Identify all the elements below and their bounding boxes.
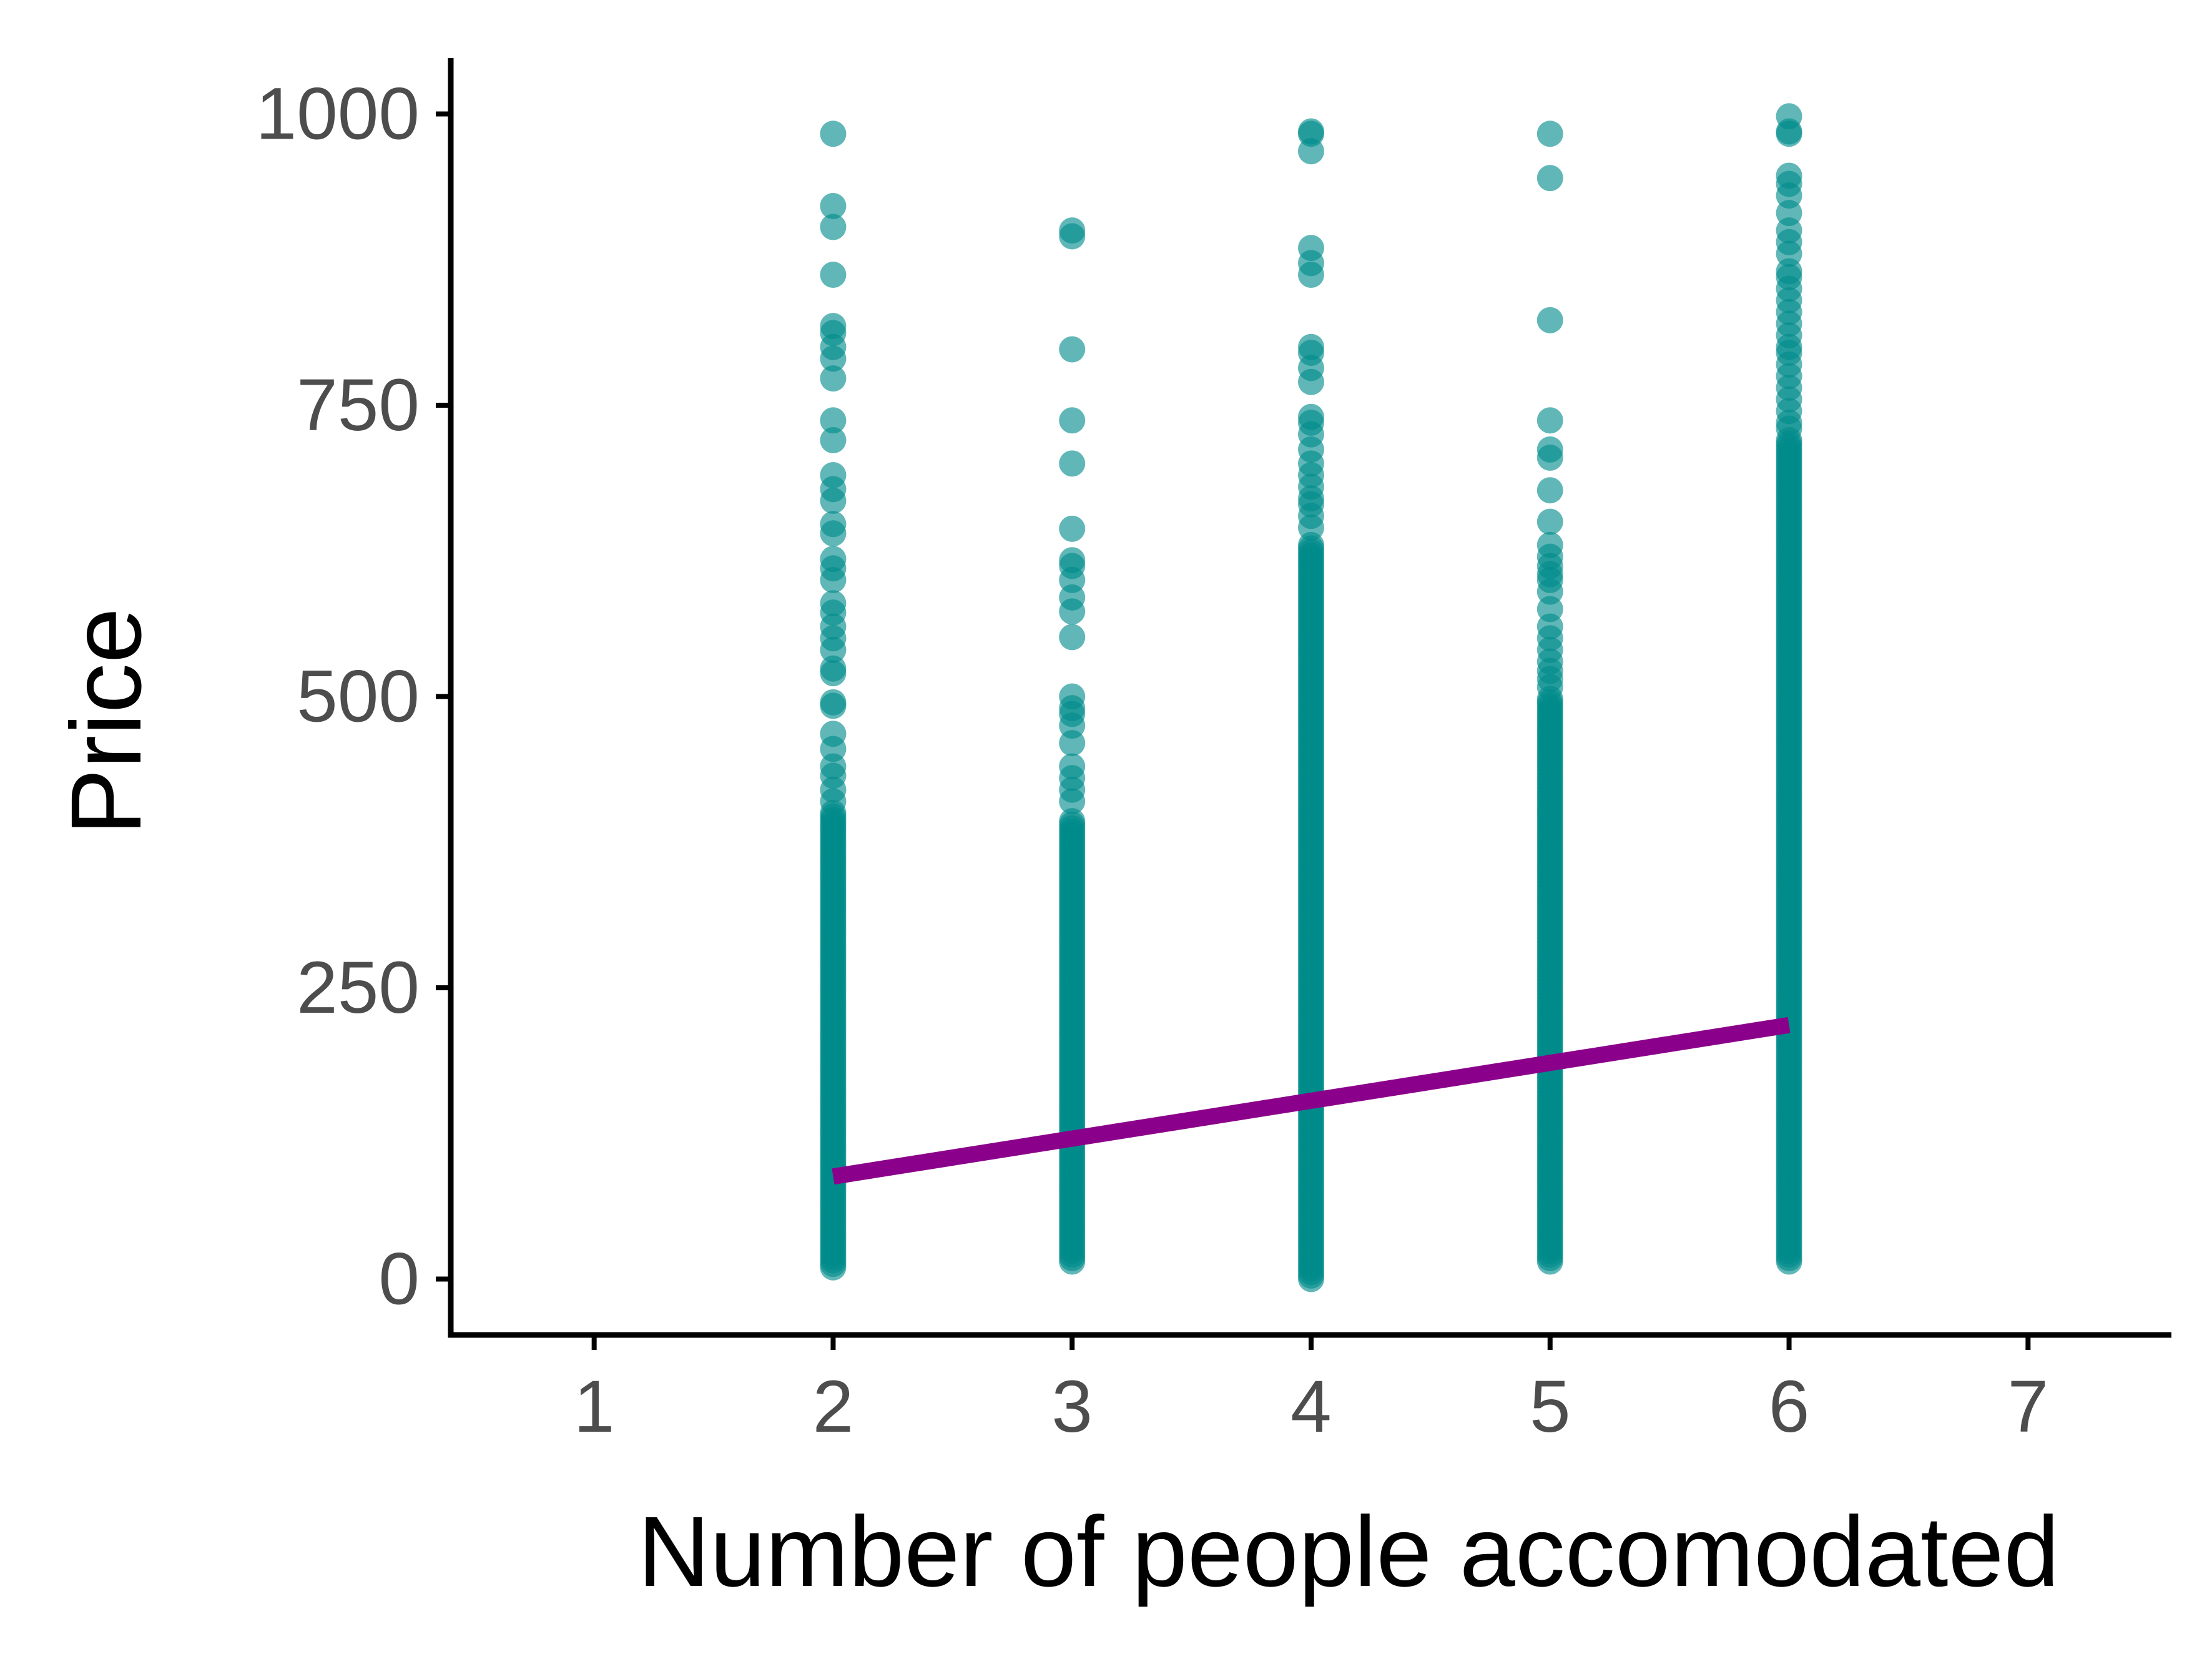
data-point [1059,223,1086,250]
y-tick-label: 500 [297,656,420,738]
data-point [820,121,847,147]
data-point [1059,624,1086,651]
data-point [1536,307,1563,333]
data-point [820,345,847,372]
data-point [820,788,847,815]
regression-line [832,1017,1791,1185]
data-point [1536,121,1563,147]
data-point [820,262,847,288]
data-point [820,660,847,687]
y-tick-label: 0 [378,1238,420,1320]
x-tick-label: 6 [1769,1366,1810,1448]
data-point [1059,515,1086,542]
x-axis-title: Number of people accomodated [638,1495,2060,1607]
data-point [1298,138,1324,165]
x-tick-label: 1 [574,1366,615,1448]
data-point [1776,415,1802,442]
data-point [1298,368,1324,395]
x-tick-label: 3 [1051,1366,1093,1448]
data-point [1059,598,1086,625]
y-tick-label: 1000 [255,73,420,155]
data-point [820,365,847,392]
x-tick-label: 7 [2008,1366,2049,1448]
scatter-points [820,103,1802,1292]
data-point [1298,514,1324,541]
data-point [820,636,847,663]
y-axis-title: Price [50,608,162,835]
y-axis-ticks: 0 250 500 750 1000 [255,73,451,1320]
data-point [820,692,847,719]
data-point [1536,444,1563,471]
x-tick-label: 4 [1290,1366,1332,1448]
data-point [1536,508,1563,535]
y-tick-label: 250 [297,947,420,1029]
data-point [1536,477,1563,504]
x-tick-label: 2 [813,1366,854,1448]
data-point [1536,407,1563,434]
y-tick-label: 750 [297,364,420,446]
data-point [1536,674,1563,701]
regression-line-layer [832,1017,1791,1185]
data-point [1059,730,1086,757]
data-point [820,192,847,219]
data-point [820,520,847,547]
x-tick-label: 5 [1530,1366,1571,1448]
data-point [1059,336,1086,363]
data-point [1059,808,1086,835]
x-axis-ticks: 1 2 3 4 5 6 7 [574,1335,2048,1448]
data-point [820,427,847,454]
data-point [1776,121,1802,147]
data-point [1059,407,1086,434]
data-point [820,566,847,593]
data-point [1059,788,1086,815]
data-point [820,407,847,434]
data-point [1298,262,1324,288]
data-point [1059,450,1086,477]
data-point [1536,165,1563,192]
data-point [820,488,847,514]
data-point [820,214,847,240]
